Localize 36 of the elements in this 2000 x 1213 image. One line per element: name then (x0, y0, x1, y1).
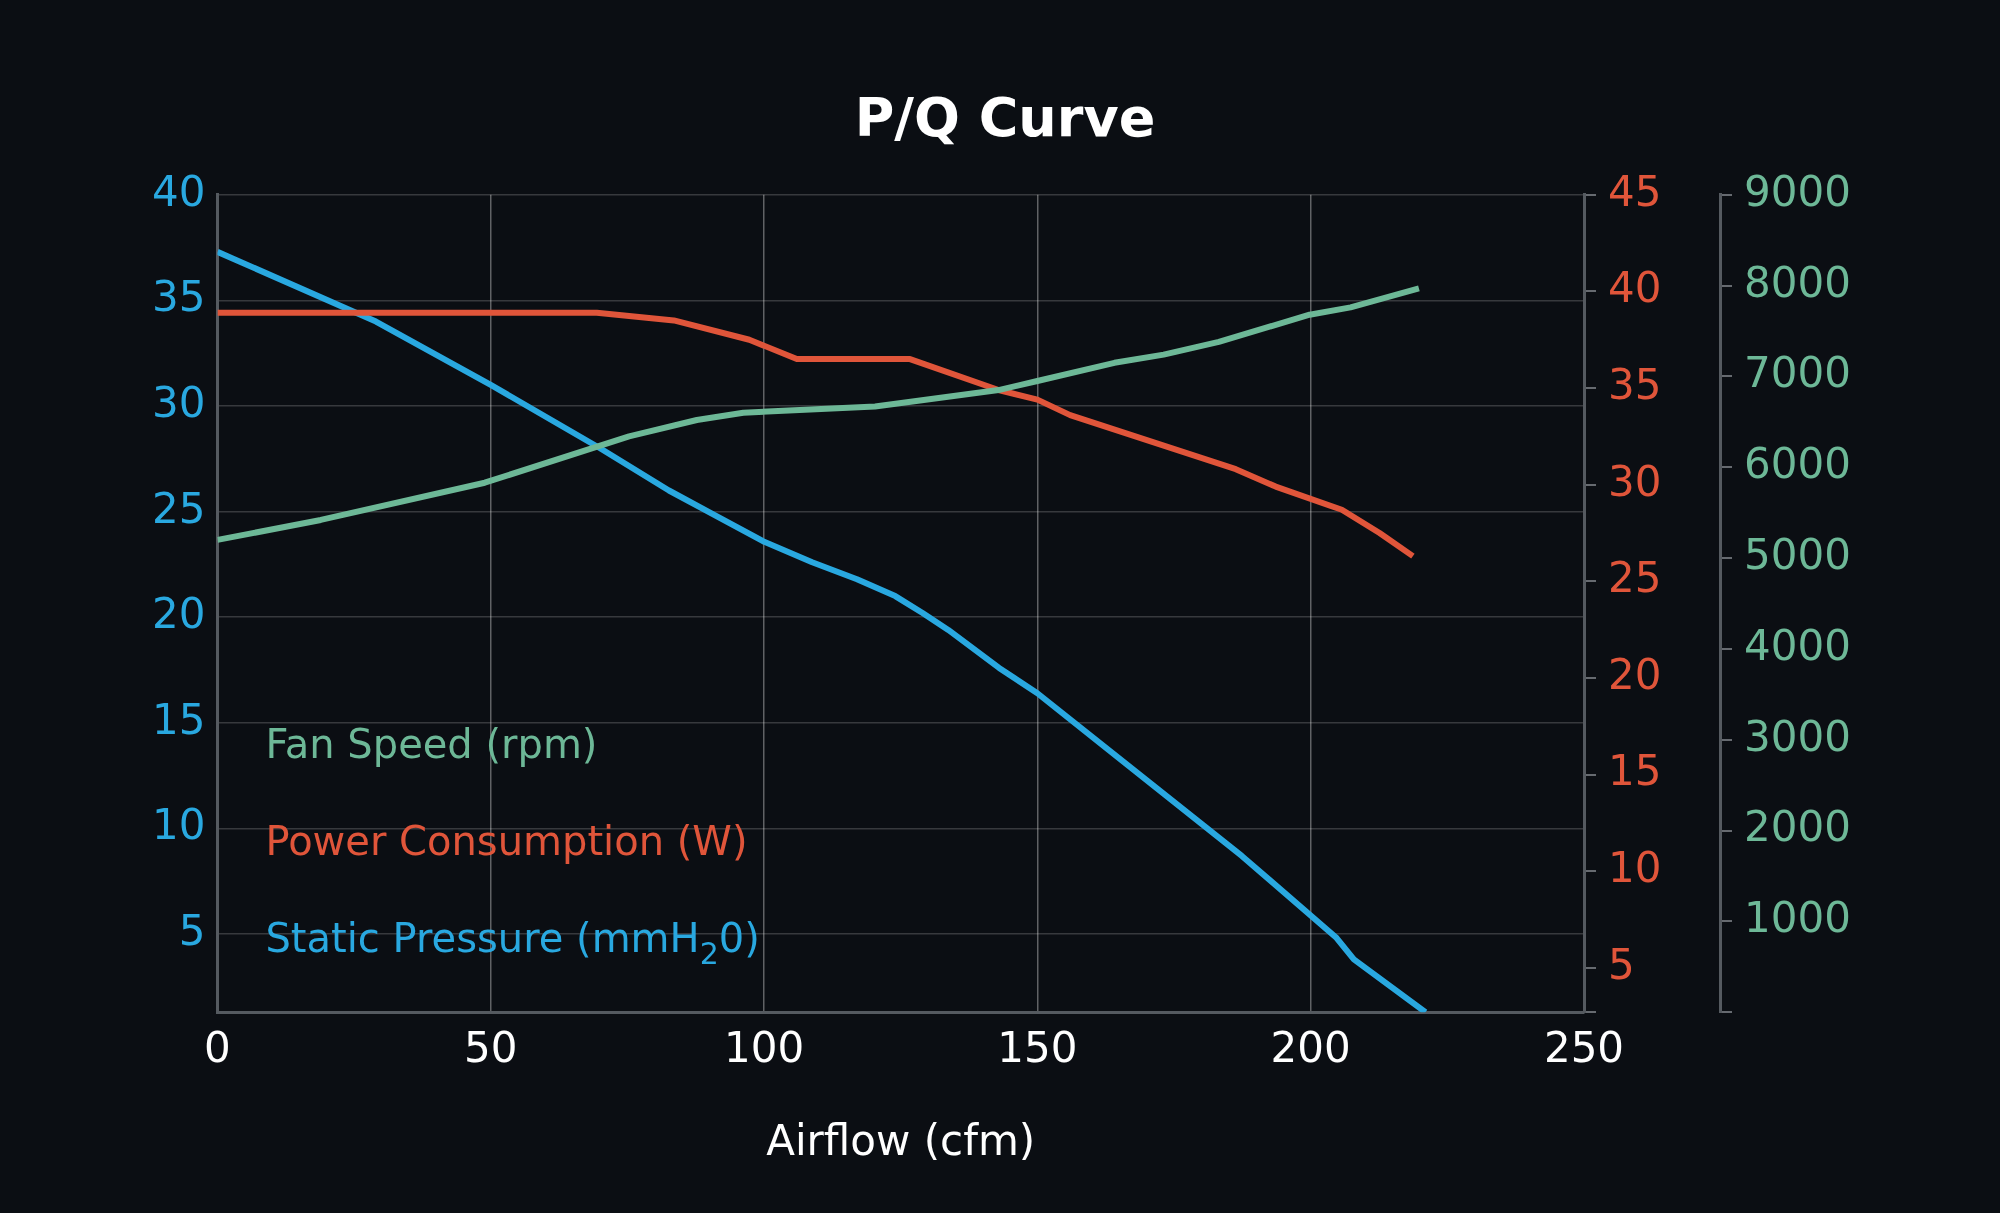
y-tick-label: 30 (151, 377, 206, 427)
text: Fan Speed (rpm) (265, 721, 598, 768)
y2-tick-label: 30 (1608, 456, 1662, 506)
chart-title: P/Q Curve (854, 86, 1156, 150)
y-tick-label: 5 (178, 905, 206, 955)
x-tick-label: 0 (204, 1023, 231, 1073)
y-tick-label: 25 (151, 483, 206, 533)
x-tick-label: 200 (1270, 1023, 1351, 1073)
x-tick-label: 150 (997, 1023, 1078, 1073)
y-tick-label: 15 (151, 694, 206, 744)
text: Power Consumption (W) (265, 818, 748, 865)
y2-tick-label: 5 (1608, 939, 1635, 989)
y-tick-label: 20 (151, 589, 206, 639)
y2-tick-label: 40 (1608, 263, 1662, 313)
y2-tick-label: 35 (1608, 359, 1662, 409)
x-tick-label: 100 (723, 1023, 805, 1073)
y3-tick-label: 8000 (1744, 257, 1851, 307)
y-tick-label: 40 (151, 166, 206, 216)
y3-tick-label: 1000 (1744, 893, 1851, 943)
y3-tick-label: 3000 (1744, 711, 1851, 761)
x-tick-label: 250 (1543, 1023, 1625, 1073)
y2-tick-label: 20 (1608, 649, 1662, 699)
y3-tick-label: 4000 (1744, 620, 1851, 670)
y3-tick-label: 7000 (1744, 348, 1851, 398)
y3-tick-label: 2000 (1744, 802, 1851, 852)
y3-tick-label: 5000 (1744, 530, 1851, 579)
y-tick-label: 10 (151, 800, 206, 850)
x-axis-title: Airflow (cfm) (766, 1115, 1036, 1165)
x-tick-label: 50 (464, 1023, 518, 1073)
y-tick-label: 35 (151, 272, 206, 322)
y2-tick-label: 45 (1608, 166, 1662, 216)
y3-tick-label: 9000 (1744, 166, 1851, 216)
y2-tick-label: 10 (1608, 843, 1662, 893)
y2-tick-label: 25 (1608, 553, 1662, 603)
y3-tick-label: 6000 (1744, 439, 1851, 489)
y2-tick-label: 15 (1608, 746, 1662, 796)
